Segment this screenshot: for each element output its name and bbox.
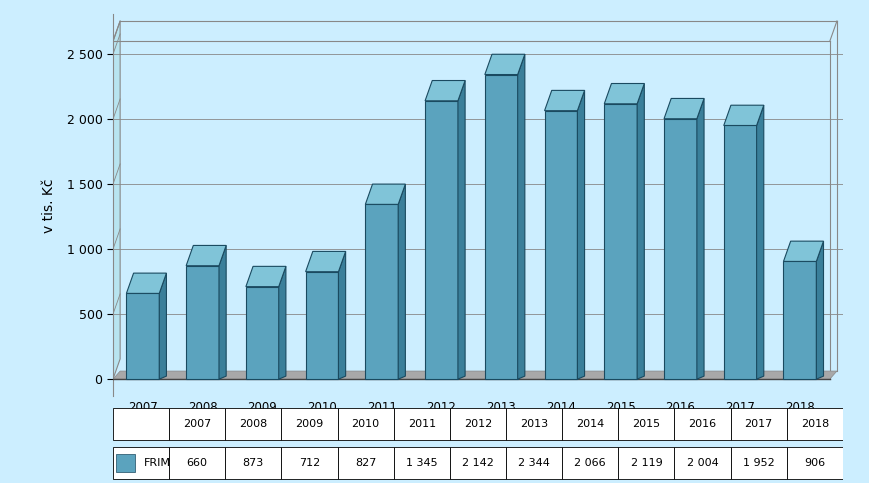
Polygon shape — [398, 184, 405, 379]
FancyBboxPatch shape — [394, 447, 450, 479]
FancyBboxPatch shape — [731, 447, 786, 479]
Text: 2 344: 2 344 — [518, 458, 550, 468]
Polygon shape — [637, 84, 644, 379]
Polygon shape — [545, 111, 577, 379]
Polygon shape — [518, 54, 525, 379]
Text: 2018: 2018 — [800, 419, 829, 429]
Text: 906: 906 — [805, 458, 826, 468]
Text: 873: 873 — [242, 458, 264, 468]
FancyBboxPatch shape — [731, 408, 786, 440]
Text: 2012: 2012 — [464, 419, 492, 429]
FancyBboxPatch shape — [225, 447, 282, 479]
Polygon shape — [784, 261, 816, 379]
FancyBboxPatch shape — [506, 408, 562, 440]
Polygon shape — [365, 184, 405, 204]
Text: 2014: 2014 — [576, 419, 604, 429]
Text: 712: 712 — [299, 458, 320, 468]
Polygon shape — [113, 371, 837, 379]
FancyBboxPatch shape — [674, 447, 731, 479]
Y-axis label: v tis. Kč: v tis. Kč — [42, 178, 56, 232]
Polygon shape — [545, 90, 585, 111]
FancyBboxPatch shape — [786, 447, 843, 479]
Polygon shape — [664, 99, 704, 119]
FancyBboxPatch shape — [282, 447, 337, 479]
Polygon shape — [186, 266, 219, 379]
Text: 2 004: 2 004 — [687, 458, 719, 468]
Text: 2 119: 2 119 — [631, 458, 662, 468]
Polygon shape — [246, 286, 279, 379]
Text: 2013: 2013 — [520, 419, 548, 429]
Polygon shape — [159, 273, 167, 379]
Text: 660: 660 — [187, 458, 208, 468]
FancyBboxPatch shape — [225, 408, 282, 440]
Text: 2017: 2017 — [745, 419, 773, 429]
Polygon shape — [664, 119, 697, 379]
Polygon shape — [784, 241, 824, 261]
Polygon shape — [425, 101, 458, 379]
FancyBboxPatch shape — [619, 447, 674, 479]
FancyBboxPatch shape — [169, 447, 225, 479]
Polygon shape — [338, 252, 346, 379]
Polygon shape — [577, 90, 585, 379]
Polygon shape — [126, 293, 159, 379]
FancyBboxPatch shape — [506, 447, 562, 479]
Text: 2008: 2008 — [239, 419, 268, 429]
FancyBboxPatch shape — [337, 408, 394, 440]
Text: 1 952: 1 952 — [743, 458, 774, 468]
Polygon shape — [485, 74, 518, 379]
Polygon shape — [425, 81, 465, 101]
Polygon shape — [306, 252, 346, 271]
Polygon shape — [757, 105, 764, 379]
Polygon shape — [219, 245, 226, 379]
Text: FRIM: FRIM — [144, 458, 171, 468]
FancyBboxPatch shape — [337, 447, 394, 479]
Polygon shape — [724, 105, 764, 126]
FancyBboxPatch shape — [169, 408, 225, 440]
FancyBboxPatch shape — [619, 408, 674, 440]
Text: 2009: 2009 — [295, 419, 323, 429]
Polygon shape — [485, 54, 525, 74]
FancyBboxPatch shape — [116, 454, 136, 472]
Text: 2007: 2007 — [183, 419, 211, 429]
Text: 1 345: 1 345 — [406, 458, 438, 468]
Polygon shape — [724, 126, 757, 379]
Polygon shape — [279, 266, 286, 379]
Polygon shape — [113, 21, 120, 379]
FancyBboxPatch shape — [113, 447, 169, 479]
Polygon shape — [604, 84, 644, 104]
Polygon shape — [458, 81, 465, 379]
Text: 2016: 2016 — [688, 419, 717, 429]
Text: 2 142: 2 142 — [462, 458, 494, 468]
Text: 2010: 2010 — [352, 419, 380, 429]
Text: 2 066: 2 066 — [574, 458, 606, 468]
Text: 2015: 2015 — [633, 419, 660, 429]
FancyBboxPatch shape — [674, 408, 731, 440]
FancyBboxPatch shape — [450, 408, 506, 440]
Polygon shape — [604, 104, 637, 379]
FancyBboxPatch shape — [562, 447, 619, 479]
Text: 2011: 2011 — [408, 419, 436, 429]
Polygon shape — [306, 271, 338, 379]
FancyBboxPatch shape — [282, 408, 337, 440]
FancyBboxPatch shape — [562, 408, 619, 440]
Text: 827: 827 — [355, 458, 376, 468]
Polygon shape — [246, 266, 286, 286]
Polygon shape — [365, 204, 398, 379]
Polygon shape — [186, 245, 226, 266]
FancyBboxPatch shape — [450, 447, 506, 479]
Polygon shape — [816, 241, 824, 379]
FancyBboxPatch shape — [113, 408, 169, 440]
Polygon shape — [697, 99, 704, 379]
FancyBboxPatch shape — [394, 408, 450, 440]
FancyBboxPatch shape — [786, 408, 843, 440]
Polygon shape — [126, 273, 167, 293]
